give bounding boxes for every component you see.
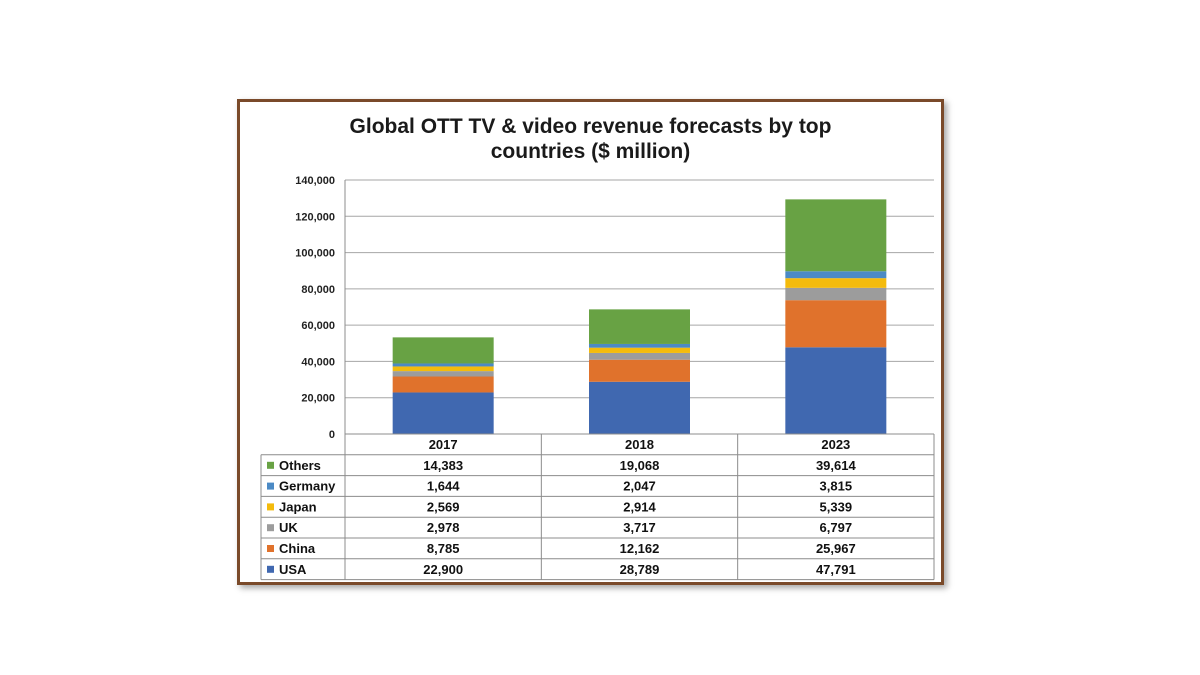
legend-label-japan: Japan: [279, 499, 317, 514]
x-category-label: 2023: [821, 437, 850, 452]
legend-label-germany: Germany: [279, 479, 336, 494]
bar-segment-others-2018: [589, 309, 690, 344]
bar-segment-uk-2017: [392, 371, 494, 377]
bar-segment-japan-2017: [392, 366, 494, 372]
bar-segment-usa-2018: [589, 381, 690, 434]
data-label-china: 12,162: [620, 541, 660, 556]
y-tick-label: 120,000: [295, 211, 335, 223]
legend-key-uk: [267, 524, 274, 532]
data-label-uk: 3,717: [623, 520, 656, 535]
data-label-usa: 22,900: [423, 562, 463, 577]
y-tick-label: 80,000: [301, 284, 335, 296]
data-label-china: 8,785: [427, 541, 460, 556]
legend-key-china: [267, 545, 274, 552]
bar-segment-uk-2023: [785, 287, 887, 301]
data-label-others: 39,614: [816, 458, 857, 473]
y-tick-label: 20,000: [301, 393, 335, 405]
data-label-japan: 5,339: [820, 499, 853, 514]
chart-title-line-1: Global OTT TV & video revenue forecasts …: [349, 115, 832, 138]
y-tick-label: 140,000: [295, 175, 335, 187]
y-tick-label: 100,000: [295, 248, 335, 260]
legend-key-germany: [267, 482, 274, 490]
legend-label-others: Others: [279, 458, 321, 473]
y-tick-label: 0: [329, 429, 335, 441]
bar-segment-others-2017: [392, 337, 494, 364]
bar-segment-japan-2018: [589, 347, 690, 353]
x-category-label: 2018: [625, 437, 654, 452]
data-label-germany: 3,815: [820, 479, 853, 494]
bar-segment-uk-2018: [589, 352, 690, 360]
bar-segment-usa-2017: [392, 392, 494, 434]
bar-segment-germany-2018: [589, 343, 690, 348]
data-label-japan: 2,569: [427, 499, 460, 514]
legend-key-others: [267, 461, 274, 469]
y-tick-label: 60,000: [301, 320, 335, 332]
legend-key-japan: [267, 503, 274, 511]
y-tick-label: 40,000: [301, 356, 335, 368]
bar-segment-china-2017: [392, 376, 494, 393]
legend-label-china: China: [279, 541, 316, 556]
data-label-germany: 1,644: [427, 479, 460, 494]
x-category-label: 2017: [429, 437, 458, 452]
data-label-usa: 28,789: [620, 562, 660, 577]
legend-key-usa: [267, 565, 274, 573]
data-label-others: 19,068: [620, 458, 660, 473]
bar-segment-usa-2023: [785, 347, 887, 434]
data-label-uk: 6,797: [820, 520, 853, 535]
bar-segment-china-2018: [589, 359, 690, 382]
data-label-uk: 2,978: [427, 520, 460, 535]
data-label-japan: 2,914: [623, 499, 656, 514]
chart-frame: Global OTT TV & video revenue forecasts …: [237, 99, 944, 585]
bar-segment-germany-2023: [785, 271, 887, 279]
bar-segment-china-2023: [785, 300, 887, 348]
legend-label-usa: USA: [279, 562, 307, 577]
bar-segment-germany-2017: [392, 363, 494, 367]
bar-segment-others-2023: [785, 199, 887, 272]
data-label-usa: 47,791: [816, 562, 856, 577]
data-label-germany: 2,047: [623, 479, 656, 494]
stacked-bar-chart: 0 20,000 40,000 60,000 80,000 100,000 120,000 1…: [260, 175, 935, 581]
data-label-china: 25,967: [816, 541, 856, 556]
chart-title: Global OTT TV & video revenue forecasts …: [240, 114, 941, 164]
bar-segment-japan-2023: [785, 278, 887, 288]
legend-label-uk: UK: [279, 520, 298, 535]
data-label-others: 14,383: [423, 458, 463, 473]
chart-title-line-2: countries ($ million): [490, 140, 691, 163]
